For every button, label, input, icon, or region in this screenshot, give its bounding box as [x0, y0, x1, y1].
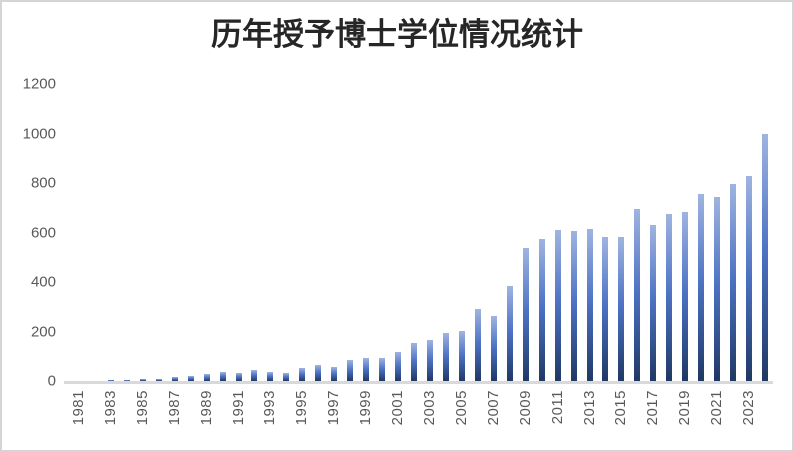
x-tick-label: 2015: [612, 390, 630, 426]
bar-2020: [698, 194, 705, 381]
bar-1989: [203, 374, 210, 381]
bar-2003: [426, 340, 433, 381]
x-tick-label: 2023: [740, 390, 758, 426]
bar-2004: [442, 333, 449, 381]
x-tick-label: 2003: [420, 390, 438, 426]
bar-2006: [474, 309, 481, 381]
bar-2017: [650, 224, 657, 381]
chart-title: 历年授予博士学位情况统计: [211, 17, 583, 52]
y-tick-label: 1000: [22, 125, 56, 142]
bar-2010: [538, 238, 545, 381]
bar-1990: [219, 372, 226, 381]
x-axis-line: [64, 381, 773, 384]
x-tick-label: 1989: [197, 390, 215, 426]
x-tick-label: 2019: [676, 390, 694, 426]
bar-1983: [107, 380, 114, 381]
bar-2023: [746, 175, 753, 381]
bar-2000: [379, 358, 386, 381]
x-tick-label: 1981: [69, 390, 87, 426]
bar-2022: [730, 184, 737, 381]
y-tick-label: 1200: [22, 75, 56, 93]
bar-1994: [283, 372, 290, 381]
x-tick-label: 1995: [293, 390, 311, 426]
bar-2019: [682, 211, 689, 381]
bar-2011: [554, 230, 561, 381]
x-tick-label: 1991: [229, 390, 247, 426]
x-tick-label: 1997: [325, 390, 343, 426]
bar-1992: [251, 369, 258, 381]
bar-1987: [171, 377, 178, 381]
x-tick-label: 2009: [516, 390, 534, 426]
bar-2001: [395, 351, 402, 381]
x-tick-label: 2013: [580, 390, 598, 426]
bar-1993: [267, 372, 274, 381]
bar-1999: [363, 357, 370, 381]
bar-1998: [347, 359, 354, 381]
bar-2015: [618, 237, 625, 381]
bar-2008: [506, 286, 513, 381]
y-tick-label: 0: [47, 372, 56, 390]
bar-1988: [187, 376, 194, 381]
bar-1991: [235, 372, 242, 381]
x-tick-label: 2017: [644, 390, 662, 426]
x-tick-label: 2005: [452, 390, 470, 426]
bar-2002: [411, 342, 418, 381]
x-tick-label: 2007: [484, 390, 502, 426]
bar-2007: [490, 316, 497, 381]
x-tick-label: 1999: [357, 390, 375, 426]
x-tick-label: 2021: [708, 390, 726, 426]
x-tick-label: 1993: [261, 390, 279, 426]
x-tick-label: 1987: [165, 390, 183, 426]
y-tick-label: 800: [30, 174, 56, 192]
bar-1985: [139, 378, 146, 381]
bar-1996: [315, 365, 322, 381]
bar-2005: [458, 331, 465, 381]
bar-1997: [331, 366, 338, 381]
x-tick-label: 1985: [133, 390, 151, 426]
x-tick-label: 2011: [548, 390, 566, 425]
bar-2016: [634, 208, 641, 381]
bar-2009: [522, 247, 529, 381]
y-tick-label: 400: [30, 273, 56, 291]
y-tick-label: 600: [30, 224, 56, 241]
bar-2014: [602, 236, 609, 381]
x-tick-label: 1983: [101, 390, 119, 426]
bar-1986: [155, 379, 162, 381]
bar-2018: [666, 213, 673, 381]
bar-2012: [570, 231, 577, 381]
y-tick-label: 200: [30, 323, 56, 340]
bar-1984: [123, 379, 130, 381]
bar-2024: [762, 133, 769, 381]
bar-2013: [586, 228, 593, 381]
bar-1995: [299, 368, 306, 381]
bar-2021: [714, 196, 721, 381]
x-tick-label: 2001: [389, 390, 407, 426]
